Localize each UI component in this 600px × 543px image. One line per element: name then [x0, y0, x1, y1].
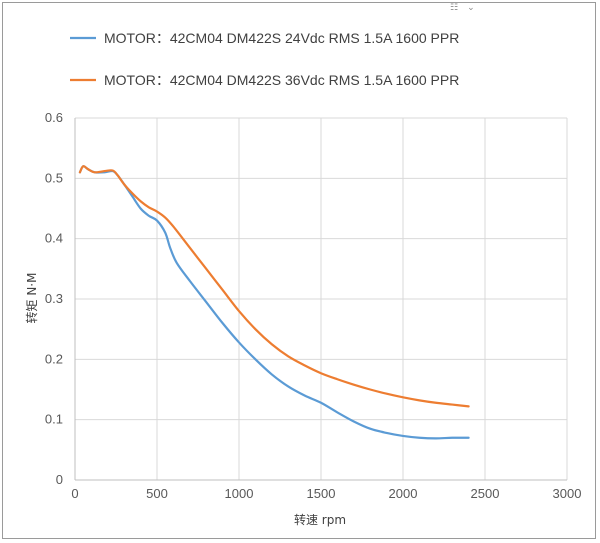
grid	[75, 117, 568, 480]
y-tick-label: 0	[56, 472, 63, 487]
x-tick-label: 3000	[553, 486, 582, 501]
qr-dropdown-icon[interactable]: ☷ ⌄	[450, 3, 475, 13]
y-tick-label: 0.5	[45, 170, 63, 185]
x-tick-label: 2500	[471, 486, 500, 501]
y-tick-label: 0.1	[45, 412, 63, 427]
x-tick-label: 1500	[307, 486, 336, 501]
legend: MOTOR：42CM04 DM422S 24Vdc RMS 1.5A 1600 …	[70, 30, 459, 88]
x-tick-label: 1000	[225, 486, 254, 501]
series-line-1	[78, 165, 470, 440]
legend-label-2: MOTOR：42CM04 DM422S 36Vdc RMS 1.5A 1600 …	[104, 72, 459, 88]
x-tick-label: 0	[71, 486, 78, 501]
y-tick-label: 0.4	[45, 231, 63, 246]
y-tick-label: 0.6	[45, 110, 63, 125]
tick-labels: 0 500 1000 1500 2000 2500 3000 0 0.1 0.2 0.3 0.4 0.5…	[45, 110, 582, 501]
legend-label-1: MOTOR：42CM04 DM422S 24Vdc RMS 1.5A 1600 …	[104, 30, 459, 46]
y-tick-label: 0.2	[45, 351, 63, 366]
y-axis-title: 转矩 N·M	[24, 273, 39, 324]
axes	[74, 118, 567, 481]
y-tick-label: 0.3	[45, 291, 63, 306]
series-line-2	[78, 165, 470, 408]
x-tick-label: 500	[146, 486, 168, 501]
series-layer	[78, 165, 470, 440]
chart-frame	[2, 2, 596, 539]
x-axis-title: 转速 rpm	[294, 512, 346, 527]
x-tick-label: 2000	[389, 486, 418, 501]
